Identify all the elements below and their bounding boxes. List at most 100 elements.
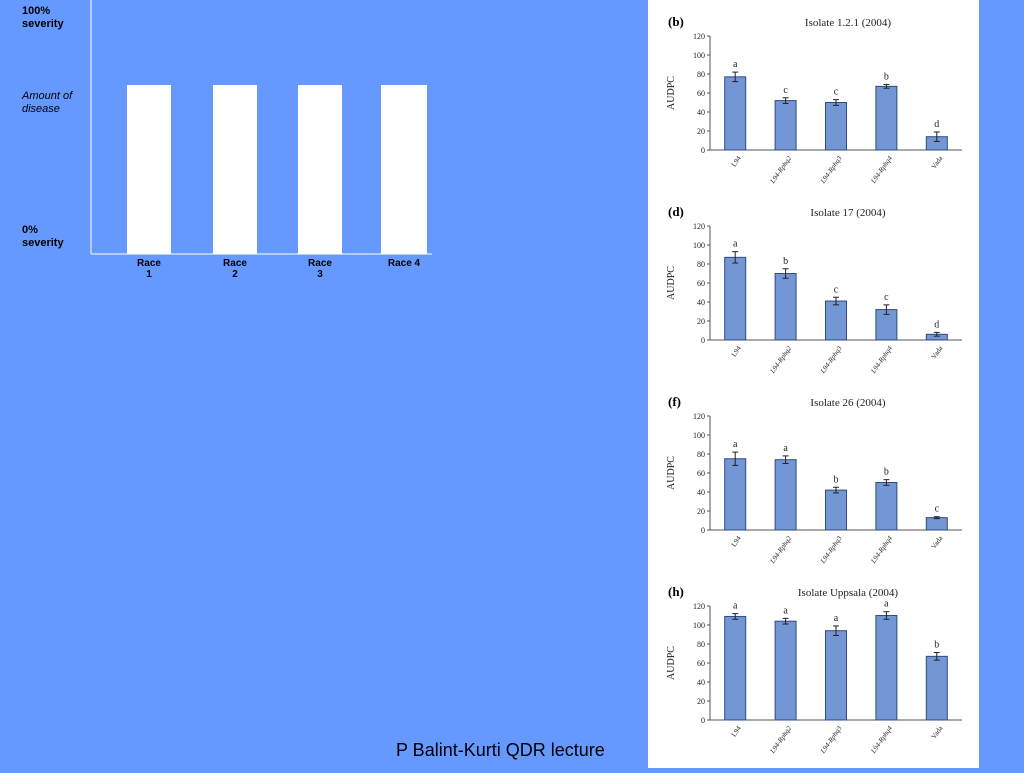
chart-significance-letter: c	[783, 85, 788, 96]
schematic-bar-race-1	[127, 85, 171, 254]
chart-category-label: L94-Rphq2	[768, 724, 793, 756]
y-bottom-label: 0% severity	[22, 224, 64, 250]
chart-category-label: L94-Rphq2	[768, 344, 793, 376]
figure-panel: (b) Isolate 1.2.1 (2004) AUDPC 0 20 40 60 80 100…	[648, 0, 979, 768]
y-mid-label: Amount of disease	[22, 90, 72, 116]
chart-significance-letter: d	[934, 119, 939, 130]
race-label-3-line1: Race	[308, 258, 332, 269]
chart-y-tick-label: 120	[693, 412, 705, 421]
chart-significance-letter: a	[783, 605, 788, 616]
chart-bar	[774, 100, 797, 151]
chart-significance-letter: c	[884, 292, 889, 303]
y-mid-label-line2: disease	[22, 103, 60, 115]
schematic-bar-race-2	[213, 85, 257, 254]
chart-category-label: L94-Rphq4	[869, 344, 894, 376]
chart-y-tick-label: 120	[693, 222, 705, 231]
chart-y-tick-label: 80	[697, 450, 705, 459]
chart-category-label: Vada	[930, 534, 945, 551]
schematic-bar-race-3	[298, 85, 342, 254]
chart-panel-letter: (f)	[668, 394, 681, 409]
chart-panel-letter: (b)	[668, 14, 684, 29]
schematic-diagram	[90, 0, 432, 255]
race-label-1: Race 1	[119, 258, 179, 280]
chart-category-label: Vada	[930, 724, 945, 741]
chart-significance-letter: b	[834, 474, 839, 485]
chart-bar	[774, 459, 797, 531]
chart-y-tick-label: 20	[697, 127, 705, 136]
chart-bar	[724, 458, 747, 531]
chart-category-label: L94-Rphq3	[818, 154, 843, 186]
chart-y-tick-label: 120	[693, 32, 705, 41]
y-mid-label-line1: Amount of	[22, 90, 73, 102]
chart-category-label: L94-Rphq2	[768, 534, 793, 566]
chart-y-tick-label: 100	[693, 241, 705, 250]
chart-bar	[774, 620, 797, 721]
chart-panel-letter: (d)	[668, 204, 684, 219]
chart-y-tick-label: 120	[693, 602, 705, 611]
chart-category-label: L94-Rphq4	[869, 534, 894, 566]
y-bottom-label-line1: 0%	[22, 224, 38, 236]
chart-y-tick-label: 40	[697, 488, 705, 497]
race-label-3: Race 3	[290, 258, 350, 280]
chart-y-tick-label: 0	[701, 526, 705, 535]
race-label-3-line2: 3	[317, 269, 323, 280]
y-top-label-line1: 100%	[22, 5, 51, 17]
chart-panel-letter: (h)	[668, 584, 684, 599]
chart-significance-letter: a	[733, 239, 738, 250]
chart-significance-letter: c	[935, 504, 940, 515]
chart-significance-letter: a	[733, 601, 738, 612]
chart-y-tick-label: 20	[697, 697, 705, 706]
chart-y-tick-label: 20	[697, 317, 705, 326]
chart-category-label: L94-Rphq4	[869, 724, 894, 756]
race-label-4: Race 4	[374, 258, 434, 269]
chart-y-axis-label: AUDPC	[666, 266, 677, 300]
chart-y-tick-label: 100	[693, 51, 705, 60]
chart-y-tick-label: 0	[701, 716, 705, 725]
chart-y-tick-label: 100	[693, 621, 705, 630]
chart-significance-letter: b	[884, 467, 889, 478]
chart-category-label: L94-Rphq3	[818, 534, 843, 566]
chart-bar	[724, 76, 747, 151]
y-bottom-label-line2: severity	[22, 237, 64, 249]
race-label-4-line1: Race 4	[387, 258, 421, 269]
chart-y-tick-label: 60	[697, 659, 705, 668]
chart-y-tick-label: 40	[697, 298, 705, 307]
chart-y-tick-label: 80	[697, 640, 705, 649]
chart-category-label: L94-Rphq2	[768, 154, 793, 186]
chart-y-axis-label: AUDPC	[666, 456, 677, 490]
chart-category-label: L94-Rphq4	[869, 154, 894, 186]
chart-significance-letter: a	[733, 59, 738, 70]
chart-significance-letter: d	[934, 319, 939, 330]
race-label-1-line2: 1	[146, 269, 152, 280]
chart-bar	[724, 256, 747, 341]
chart-bar	[875, 615, 898, 721]
chart-y-tick-label: 0	[701, 336, 705, 345]
chart-title: Isolate 1.2.1 (2004)	[805, 17, 891, 29]
chart-title: Isolate 26 (2004)	[810, 397, 885, 409]
race-label-2: Race 2	[205, 258, 265, 280]
chart-y-tick-label: 100	[693, 431, 705, 440]
chart-significance-letter: a	[733, 439, 738, 450]
chart-significance-letter: c	[834, 87, 839, 98]
chart-category-label: L94	[730, 344, 743, 358]
chart-y-tick-label: 40	[697, 108, 705, 117]
chart-bar	[825, 630, 847, 721]
chart-category-label: L94	[730, 724, 743, 738]
chart-y-tick-label: 20	[697, 507, 705, 516]
chart-significance-letter: c	[834, 284, 839, 295]
chart-category-label: L94-Rphq3	[818, 724, 843, 756]
chart-title: Isolate 17 (2004)	[810, 207, 885, 219]
chart-y-axis-label: AUDPC	[666, 646, 677, 680]
lecture-credit: P Balint-Kurti QDR lecture	[396, 740, 605, 760]
chart-bar	[925, 517, 948, 531]
chart-y-tick-label: 80	[697, 70, 705, 79]
chart-bar	[774, 273, 797, 341]
chart-bar	[825, 489, 847, 531]
audpc-charts: (b) Isolate 1.2.1 (2004) AUDPC 0 20 40 60 80 100…	[666, 14, 962, 756]
chart-y-tick-label: 0	[701, 146, 705, 155]
chart-bar	[825, 102, 847, 151]
chart-significance-letter: a	[884, 599, 889, 610]
chart-y-tick-label: 80	[697, 260, 705, 269]
chart-significance-letter: b	[783, 256, 788, 267]
chart-category-label: L94-Rphq3	[818, 344, 843, 376]
